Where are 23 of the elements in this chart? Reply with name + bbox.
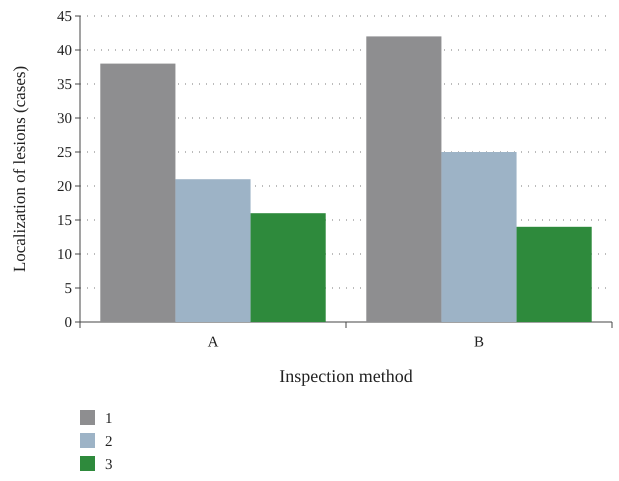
legend-label: 1 (105, 411, 112, 427)
bar (175, 179, 251, 322)
x-axis-title: Inspection method (279, 366, 413, 386)
y-tick-label: 20 (57, 178, 72, 195)
x-tick-label: B (474, 334, 484, 351)
y-tick-label: 25 (57, 144, 72, 161)
bar (516, 226, 592, 322)
bar (366, 36, 442, 322)
legend-label: 2 (105, 434, 112, 450)
bar (100, 64, 176, 322)
y-tick-label: 40 (57, 42, 72, 59)
x-tick-label: A (208, 334, 219, 351)
y-tick-label: 35 (57, 76, 72, 93)
y-tick-label: 30 (57, 110, 72, 127)
bar (250, 213, 326, 322)
y-tick-label: 45 (57, 8, 72, 25)
y-tick-label: 0 (64, 314, 72, 331)
y-tick-label: 10 (57, 246, 72, 263)
y-axis-title: Localization of lesions (cases) (10, 66, 29, 272)
legend-label: 3 (105, 457, 112, 473)
y-tick-label: 5 (64, 280, 72, 297)
bar (441, 152, 517, 322)
y-tick-label: 15 (57, 212, 72, 229)
